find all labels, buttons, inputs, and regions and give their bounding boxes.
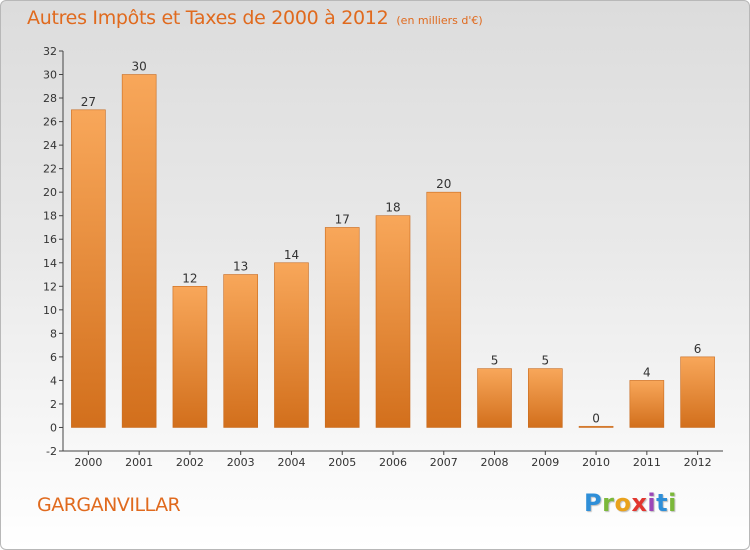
y-tick-label: 6 (50, 351, 57, 364)
x-tick-label: 2008 (481, 456, 509, 469)
place-name: GARGANVILLAR (37, 494, 181, 516)
y-tick-label: 30 (43, 69, 57, 82)
y-tick-label: 16 (43, 233, 57, 246)
bar-2011 (629, 380, 665, 428)
value-label-2012: 6 (694, 342, 702, 356)
bar-2005 (324, 227, 360, 428)
x-tick-label: 2000 (74, 456, 102, 469)
bar-2012 (680, 356, 715, 428)
y-tick-label: 22 (43, 163, 57, 176)
bar-2007 (426, 191, 462, 428)
proxiti-logo: Proxiti (584, 489, 677, 517)
y-tick-label: 24 (43, 139, 57, 152)
x-tick-label: 2004 (277, 456, 305, 469)
x-tick-label: 2009 (531, 456, 559, 469)
bar-2003 (223, 274, 258, 428)
y-tick-label: 18 (43, 210, 57, 223)
y-tick-label: 2 (50, 398, 57, 411)
chart-title: Autres Impôts et Taxes de 2000 à 2012 (en… (27, 7, 483, 29)
value-label-2003: 13 (233, 260, 248, 274)
value-label-2005: 17 (335, 212, 350, 226)
y-tick-label: 12 (43, 280, 57, 293)
x-tick-label: 2003 (227, 456, 255, 469)
y-tick-label: 8 (50, 327, 57, 340)
x-tick-label: 2001 (125, 456, 153, 469)
value-label-2010: 0 (592, 411, 600, 425)
value-label-2004: 14 (284, 248, 299, 262)
x-tick-label: 2012 (684, 456, 712, 469)
x-tick-label: 2011 (633, 456, 661, 469)
bar-2010 (578, 425, 614, 428)
y-tick-label: 14 (43, 257, 57, 270)
value-label-2006: 18 (385, 201, 400, 215)
bar-2000 (71, 109, 106, 428)
chart-title-text: Autres Impôts et Taxes de 2000 à 2012 (27, 7, 389, 29)
bar-2001 (121, 74, 157, 428)
x-tick-label: 2007 (430, 456, 458, 469)
x-tick-label: 2006 (379, 456, 407, 469)
x-tick-label: 2002 (176, 456, 204, 469)
value-label-2008: 5 (491, 354, 499, 368)
y-tick-label: 4 (50, 374, 57, 387)
value-label-2000: 27 (81, 95, 96, 109)
bar-2009 (528, 368, 563, 428)
chart-bars (71, 74, 715, 428)
value-label-2002: 12 (182, 271, 197, 285)
value-label-2011: 4 (643, 365, 651, 379)
bar-2002 (172, 285, 208, 428)
x-tick-label: 2010 (582, 456, 610, 469)
y-tick-label: 0 (50, 421, 57, 434)
x-tick-label: 2005 (328, 456, 356, 469)
value-label-2001: 30 (132, 60, 147, 74)
chart-subtitle: (en milliers d'€) (396, 14, 483, 27)
bar-2004 (274, 262, 309, 428)
value-label-2009: 5 (541, 354, 549, 368)
value-label-2007: 20 (436, 177, 451, 191)
bar-2006 (375, 215, 411, 428)
y-tick-label: 32 (43, 45, 57, 58)
y-tick-label: 28 (43, 92, 57, 105)
y-tick-label: 10 (43, 304, 57, 317)
y-tick-label: 20 (43, 186, 57, 199)
y-tick-label: 26 (43, 116, 57, 129)
bar-2008 (477, 368, 512, 428)
chart-labels: 2000272001302002122003132004142005172006… (74, 60, 711, 469)
y-tick-label: -2 (46, 445, 57, 458)
